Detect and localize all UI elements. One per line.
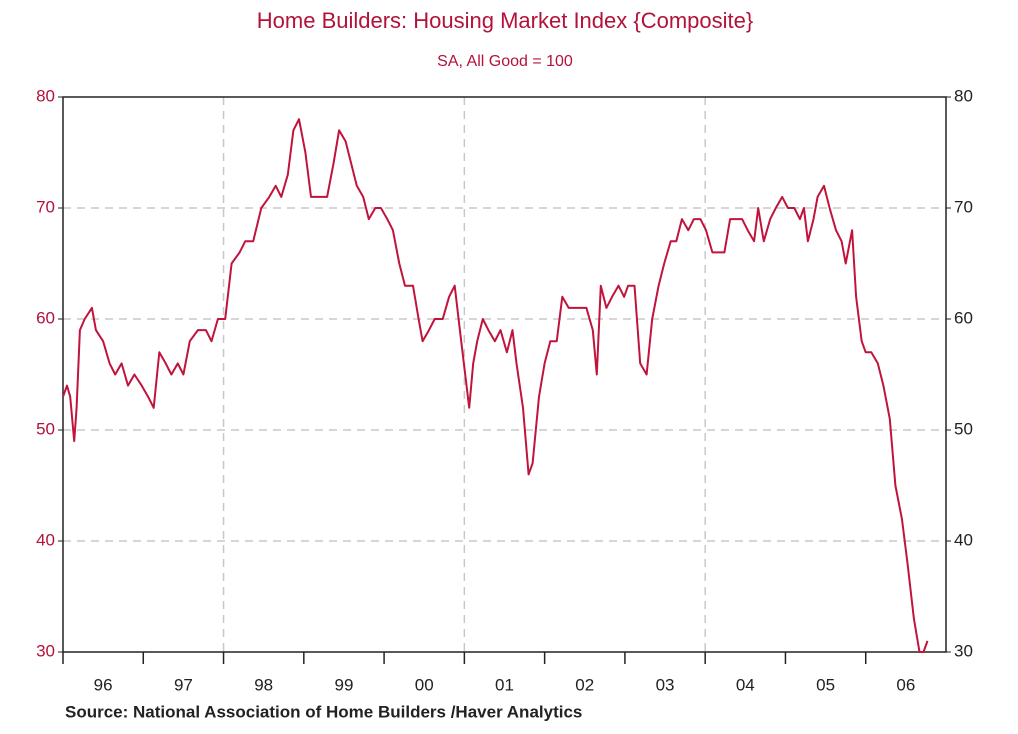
- y-tick-label: 30: [36, 641, 55, 660]
- x-tick-label: 04: [736, 675, 755, 694]
- y2-tick-label: 40: [954, 530, 973, 549]
- x-tick-label: 96: [94, 675, 113, 694]
- x-tick-label: 97: [174, 675, 193, 694]
- x-tick-label: 99: [334, 675, 353, 694]
- y-tick-label: 60: [36, 308, 55, 327]
- y2-tick-label: 80: [954, 86, 973, 105]
- y2-tick-label: 60: [954, 308, 973, 327]
- x-tick-label: 98: [254, 675, 273, 694]
- x-tick-label: 02: [575, 675, 594, 694]
- x-tick-label: 01: [495, 675, 514, 694]
- y2-tick-label: 70: [954, 197, 973, 216]
- y-tick-label: 80: [36, 86, 55, 105]
- y-tick-label: 50: [36, 419, 55, 438]
- x-tick-label: 03: [656, 675, 675, 694]
- x-tick-label: 00: [415, 675, 434, 694]
- source-note: Source: National Association of Home Bui…: [65, 702, 582, 721]
- data-line: [62, 118, 929, 653]
- y-tick-label: 70: [36, 197, 55, 216]
- x-tick-label: 05: [816, 675, 835, 694]
- y2-tick-label: 30: [954, 641, 973, 660]
- chart-subtitle: SA, All Good = 100: [437, 53, 573, 70]
- x-tick-label: 06: [896, 675, 915, 694]
- plot-frame: [62, 96, 947, 653]
- y-tick-label: 40: [36, 530, 55, 549]
- y2-tick-label: 50: [954, 419, 973, 438]
- chart-title: Home Builders: Housing Market Index {Com…: [257, 8, 753, 33]
